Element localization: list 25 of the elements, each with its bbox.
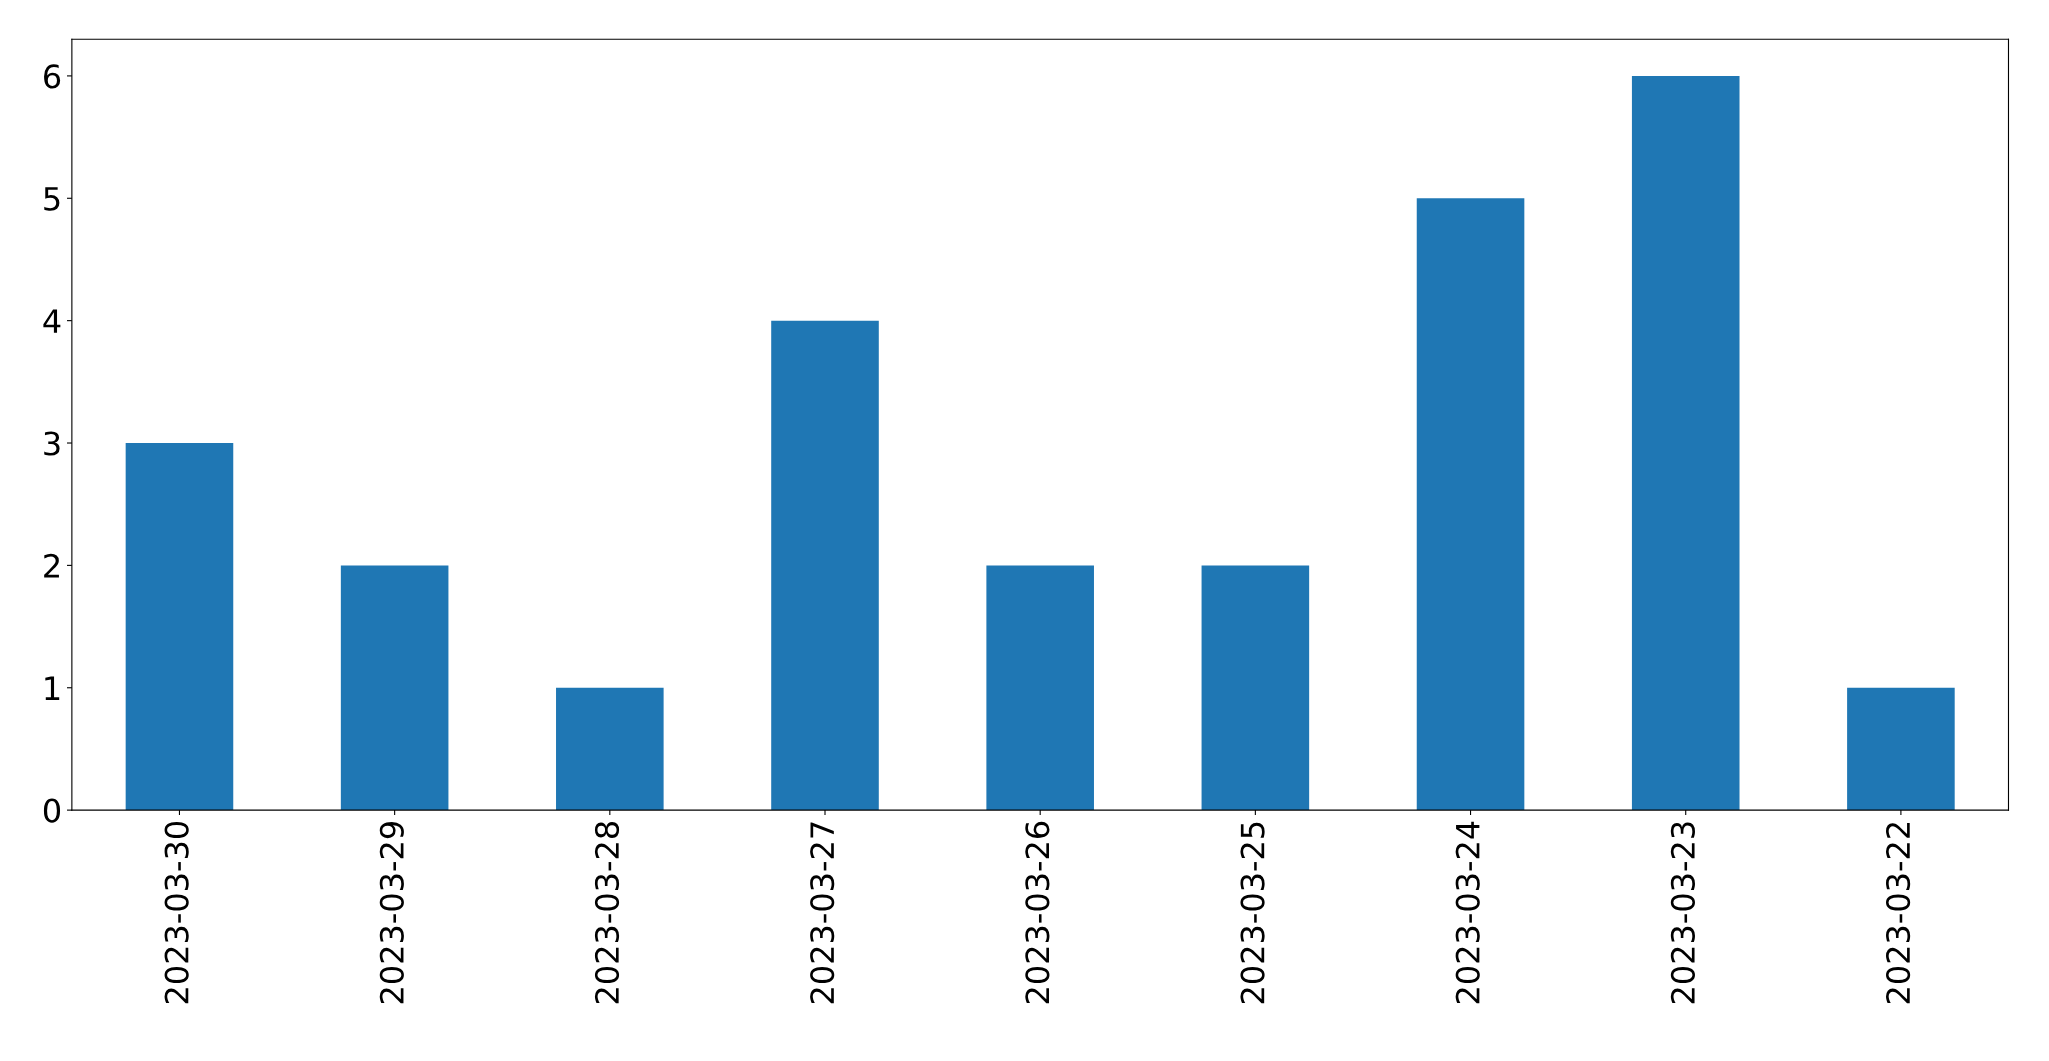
x-tick-label: 2023-03-23 [1670, 822, 1695, 1004]
y-tick-label: 1 [45, 676, 60, 700]
bar [1201, 565, 1310, 811]
x-tick-label: 2023-03-24 [1455, 821, 1480, 1004]
bar [556, 687, 664, 811]
x-tick-label: 2023-03-29 [379, 822, 404, 1004]
bar [771, 320, 879, 811]
x-tick-label: 2023-03-26 [1025, 821, 1050, 1004]
y-tick-label: 4 [43, 309, 61, 333]
x-tick-label: 2023-03-28 [594, 822, 620, 1004]
x-tick-label: 2023-03-30 [164, 821, 189, 1004]
y-tick-label: 0 [43, 798, 61, 823]
bar [1416, 198, 1525, 811]
bar [340, 565, 449, 811]
y-tick-label: 5 [44, 187, 60, 211]
bar [986, 565, 1094, 811]
bar [1631, 75, 1740, 811]
x-tick-label: 2023-03-25 [1240, 822, 1265, 1004]
x-tick-label: 2023-03-22 [1886, 823, 1911, 1004]
y-tick-label: 6 [44, 64, 61, 89]
y-tick-label: 2 [44, 553, 59, 578]
x-tick-label: 2023-03-27 [810, 822, 835, 1004]
y-tick-label: 3 [44, 431, 60, 456]
bar [125, 443, 234, 811]
bar [1847, 687, 1955, 811]
